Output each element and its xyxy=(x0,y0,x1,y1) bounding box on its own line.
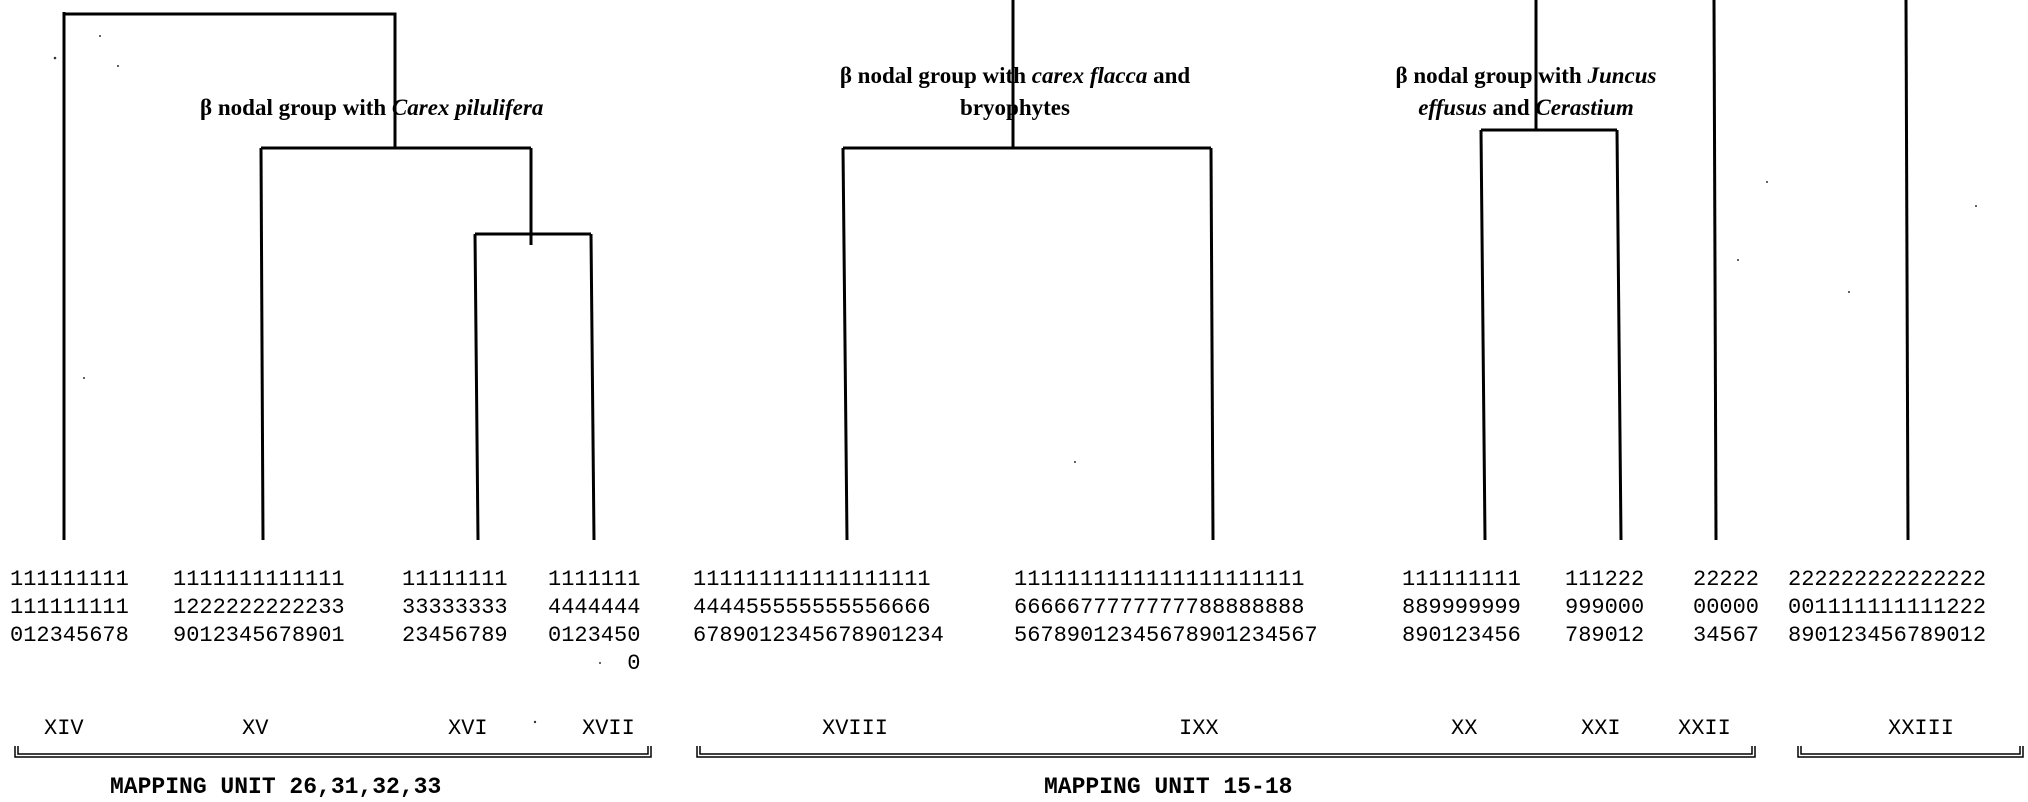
group-label-line2: bryophytes xyxy=(960,95,1070,120)
community-label-xxiii: XXIII xyxy=(1888,716,1955,741)
digit-row: 34567 xyxy=(1693,623,1760,648)
dendrogram-link xyxy=(1904,0,1910,541)
digit-row: 9012345678901 xyxy=(173,623,345,648)
group-label-carex-flacca: β nodal group with carex flacca and bryo… xyxy=(808,60,1222,124)
group-label-carex-pilulifera: β nodal group with Carex pilulifera xyxy=(200,92,543,124)
digit-row: 012345678 xyxy=(10,623,129,648)
group-label-prefix: β nodal group with xyxy=(200,95,392,120)
digit-row: 1222222222233 xyxy=(173,595,345,620)
digit-row: 111222 xyxy=(1565,567,1645,592)
scan-speck xyxy=(1737,259,1739,261)
digit-row: 444455555555556666 xyxy=(693,595,931,620)
digit-row: 23456789 xyxy=(402,623,508,648)
digit-row: 56789012345678901234567 xyxy=(1014,623,1318,648)
site-numbers-block: 22222 00000 34567 xyxy=(1693,566,1759,650)
mapping-unit-bracket xyxy=(696,746,1756,758)
scan-speck xyxy=(99,35,101,37)
digit-row: 001111111111222 xyxy=(1788,595,1987,620)
digit-row: 111111111 xyxy=(10,567,129,592)
community-label-xxi: XXI xyxy=(1581,716,1621,741)
dendrogram-link xyxy=(1479,129,1487,541)
site-numbers-block: 222222222222222 001111111111222 8901234567… xyxy=(1788,566,1986,650)
scan-speck xyxy=(1975,205,1977,207)
digit-row: 222222222222222 xyxy=(1788,567,1987,592)
site-numbers-block: 111111111111111111 444455555555556666 6789… xyxy=(693,566,944,650)
digit-row: 1111111 xyxy=(548,567,641,592)
digit-row: 33333333 xyxy=(402,595,508,620)
digit-row: 0123450 xyxy=(548,623,641,648)
digit-row: 890123456789012 xyxy=(1788,623,1987,648)
digit-row: 22222 xyxy=(1693,567,1760,592)
dendrogram-link xyxy=(259,147,265,541)
scan-speck xyxy=(1074,461,1076,463)
site-numbers-block: 111111111 111111111 012345678 xyxy=(10,566,129,650)
scan-speck xyxy=(53,56,57,60)
site-numbers-block: 1111111 4444444 0123450 0 xyxy=(548,566,640,678)
dendrogram-link xyxy=(1712,0,1718,541)
digit-row: 890123456 xyxy=(1402,623,1521,648)
digit-row: 889999999 xyxy=(1402,595,1521,620)
group-label-species: Carex pilulifera xyxy=(391,95,544,120)
mapping-unit-bracket xyxy=(1797,746,2024,758)
scan-speck xyxy=(599,662,601,664)
scan-speck xyxy=(83,377,85,379)
group-label-species: carex flacca xyxy=(1031,63,1148,88)
digit-row: 1111111111111111111111 xyxy=(1014,567,1305,592)
community-label-ixx: IXX xyxy=(1179,716,1219,741)
community-label-xvii: XVII xyxy=(582,716,635,741)
digit-row: 0 xyxy=(548,651,641,676)
mapping-unit-label: MAPPING UNIT 26,31,32,33 xyxy=(110,774,442,800)
community-label-xv: XV xyxy=(242,716,269,741)
digit-row: 111111111 xyxy=(10,595,129,620)
community-label-xviii: XVIII xyxy=(822,716,889,741)
dendrogram-link xyxy=(1615,129,1623,541)
scan-speck xyxy=(1766,181,1768,183)
digit-row: 1111111111111 xyxy=(173,567,345,592)
digit-row: 6789012345678901234 xyxy=(693,623,944,648)
site-numbers-block: 11111111 33333333 23456789 xyxy=(402,566,508,650)
group-label-juncus-effusus: β nodal group with Juncus effusus and Ce… xyxy=(1368,60,1684,124)
group-label-prefix: β nodal group with xyxy=(839,63,1032,88)
dendrogram-link xyxy=(473,233,480,541)
dendrogram-link xyxy=(589,233,596,541)
digit-row: 6666677777777788888888 xyxy=(1014,595,1305,620)
group-label-species: Cerastium xyxy=(1535,95,1634,120)
dendrogram-link xyxy=(1209,147,1215,541)
digit-row: 789012 xyxy=(1565,623,1645,648)
mapping-unit-label: MAPPING UNIT 15-18 xyxy=(1044,774,1293,800)
site-numbers-block: 111222 999000 789012 xyxy=(1565,566,1644,650)
digit-row: 4444444 xyxy=(548,595,641,620)
mapping-unit-bracket xyxy=(14,746,652,758)
dendrogram-link xyxy=(64,12,397,148)
digit-row: 111111111 xyxy=(1402,567,1521,592)
community-label-xxii: XXII xyxy=(1678,716,1731,741)
digit-row: 999000 xyxy=(1565,595,1645,620)
group-label-species: effusus xyxy=(1418,95,1487,120)
group-label-species: Juncus xyxy=(1587,63,1657,88)
community-label-xx: XX xyxy=(1451,716,1478,741)
digit-row: 11111111 xyxy=(402,567,508,592)
community-label-xiv: XIV xyxy=(44,716,84,741)
digit-row: 111111111111111111 xyxy=(693,567,931,592)
site-numbers-block: 1111111111111111111111 666667777777778888… xyxy=(1014,566,1318,650)
scan-speck xyxy=(1848,291,1850,293)
group-label-suffix: and xyxy=(1147,63,1191,88)
digit-row: 00000 xyxy=(1693,595,1760,620)
group-label-conjunction: and xyxy=(1486,95,1536,120)
scan-speck xyxy=(117,65,119,67)
group-label-prefix: β nodal group with xyxy=(1395,63,1588,88)
site-numbers-block: 111111111 889999999 890123456 xyxy=(1402,566,1521,650)
dendrogram-link xyxy=(841,147,849,541)
community-label-xvi: XVI xyxy=(448,716,488,741)
scan-speck xyxy=(533,720,537,724)
site-numbers-block: 1111111111111 1222222222233 9012345678901 xyxy=(173,566,345,650)
